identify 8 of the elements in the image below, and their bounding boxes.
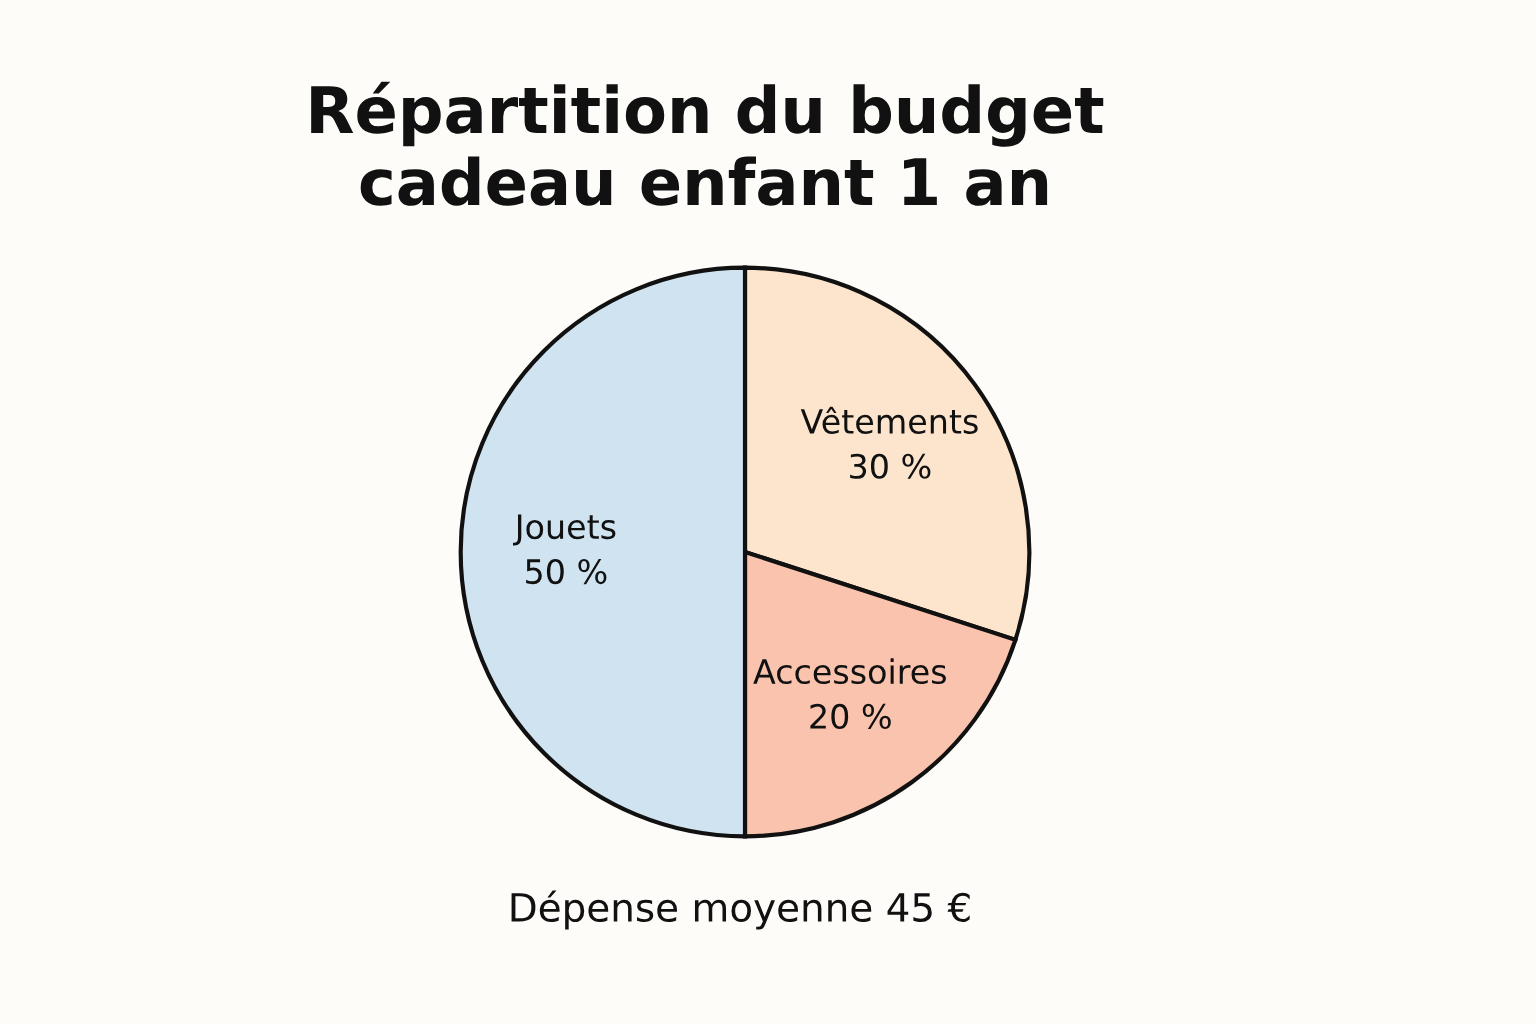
- slice-label: Accessoires: [753, 658, 946, 685]
- data-label: 50 %: [526, 558, 607, 585]
- data-label: 20 %: [810, 703, 891, 730]
- slice-label: Jouets: [513, 514, 616, 546]
- slice-label: Vêtements: [800, 406, 978, 434]
- text: Dépense moyenne 45 €: [511, 890, 970, 930]
- chart-title: Répartition du budget cadeau enfant 1 an: [311, 81, 1104, 206]
- data-label: 30 %: [850, 453, 931, 479]
